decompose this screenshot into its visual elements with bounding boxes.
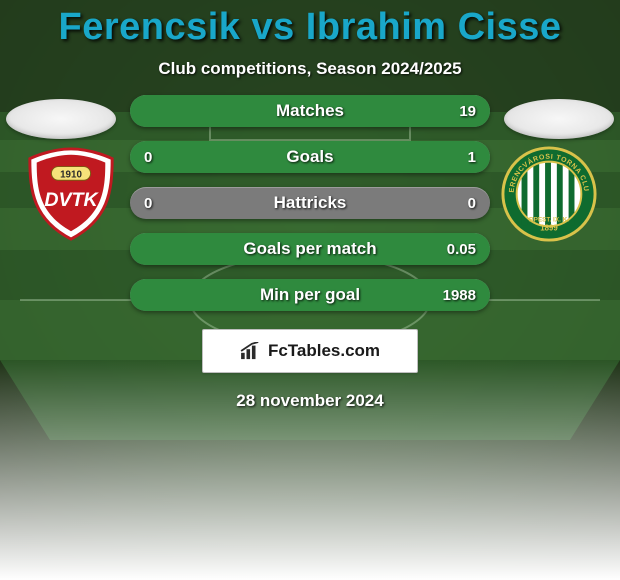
brand-chart-icon — [240, 342, 262, 360]
crest-right-year: 1899 — [540, 223, 558, 232]
stat-bar-label: Matches — [130, 95, 490, 127]
player-avatar-placeholder-right — [504, 99, 614, 139]
stat-bars: Matches19Goals01Hattricks00Goals per mat… — [130, 95, 490, 311]
stat-bar-value-right: 0.05 — [447, 233, 476, 265]
stat-bar-value-right: 19 — [459, 95, 476, 127]
page-title: Ferencsik vs Ibrahim Cisse — [58, 6, 561, 49]
stat-bar-value-left: 0 — [144, 141, 152, 173]
infographic-date: 28 november 2024 — [0, 391, 620, 411]
stat-bar: Hattricks0 0 — [130, 187, 490, 219]
stat-bar: Matches19 — [130, 95, 490, 127]
club-crest-left: 1910 DVTK — [22, 145, 120, 243]
stat-bar-label: Goals per match — [130, 233, 490, 265]
stat-bar-value-right: 1 — [468, 141, 476, 173]
stat-bar: Goals0 1 — [130, 141, 490, 173]
crest-left-abbrev: DVTK — [44, 189, 99, 211]
stat-bar: Min per goal1988 — [130, 279, 490, 311]
stat-bar-label: Goals — [130, 141, 490, 173]
comparison-stage: 1910 DVTK 1899 FERENCVÁROSI — [0, 79, 620, 580]
player-avatar-placeholder-left — [6, 99, 116, 139]
stat-bar-label: Min per goal — [130, 279, 490, 311]
stat-bar-value-right: 1988 — [443, 279, 476, 311]
stat-bar-value-left: 0 — [144, 187, 152, 219]
brand-text: FcTables.com — [268, 341, 380, 361]
brand-box[interactable]: FcTables.com — [202, 329, 418, 373]
page-subtitle: Club competitions, Season 2024/2025 — [158, 59, 461, 79]
svg-text:BPEST. IX. K.: BPEST. IX. K. — [529, 216, 569, 223]
club-crest-right: 1899 FERENCVÁROSI TORNA CLUB BPEST. IX. … — [500, 145, 598, 243]
crest-left-year: 1910 — [60, 169, 82, 180]
stat-bar-label: Hattricks — [130, 187, 490, 219]
stat-bar: Goals per match0.05 — [130, 233, 490, 265]
stat-bar-value-right: 0 — [468, 187, 476, 219]
